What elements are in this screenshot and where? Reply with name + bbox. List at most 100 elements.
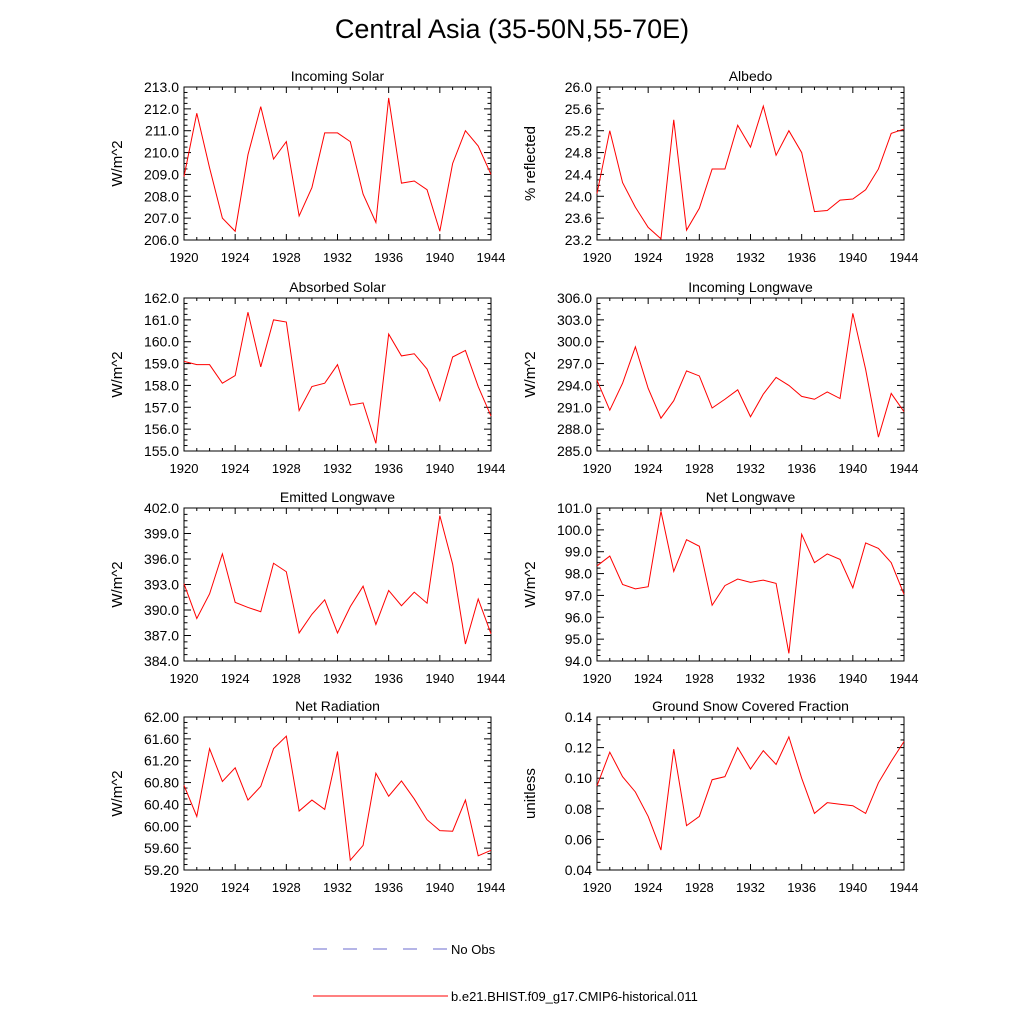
y-tick-label: 208.0	[144, 188, 179, 204]
y-tick-label: 210.0	[144, 145, 179, 161]
y-tick-label: 297.0	[557, 356, 592, 372]
y-tick-label: 101.0	[557, 500, 592, 516]
y-tick-label: 59.60	[144, 840, 179, 856]
x-tick-label: 1928	[685, 461, 714, 476]
x-tick-label: 1932	[323, 880, 352, 895]
x-tick-label: 1924	[221, 250, 250, 265]
panel-title: Net Radiation	[295, 698, 380, 714]
panel-frame	[596, 297, 905, 452]
y-tick-label: 212.0	[144, 101, 179, 117]
panel-title: Emitted Longwave	[280, 489, 395, 505]
panel-frame	[183, 86, 492, 241]
x-tick-label: 1932	[736, 880, 765, 895]
panel-frame	[596, 86, 905, 241]
y-tick-label: 24.0	[565, 188, 592, 204]
legend: No Obs b.e21.BHIST.f09_g17.CMIP6-historic…	[313, 942, 698, 1004]
y-tick-label: 59.20	[144, 862, 179, 878]
x-tick-label: 1928	[272, 250, 301, 265]
y-tick-label: 384.0	[144, 653, 179, 669]
panel-frame	[596, 507, 905, 662]
x-tick-label: 1924	[634, 461, 663, 476]
legend-obs-label: No Obs	[451, 942, 496, 957]
y-tick-label: 393.0	[144, 577, 179, 593]
x-tick-label: 1932	[323, 250, 352, 265]
y-tick-label: 396.0	[144, 551, 179, 567]
y-tick-label: 0.06	[565, 831, 592, 847]
y-tick-label: 291.0	[557, 399, 592, 415]
x-tick-label: 1944	[477, 880, 506, 895]
x-tick-label: 1944	[477, 250, 506, 265]
x-tick-label: 1936	[374, 880, 403, 895]
y-axis-label: W/m^2	[109, 351, 126, 397]
x-tick-label: 1928	[272, 671, 301, 686]
x-tick-label: 1940	[838, 461, 867, 476]
x-tick-label: 1920	[170, 461, 199, 476]
x-tick-label: 1924	[634, 250, 663, 265]
y-axis-label: W/m^2	[109, 770, 126, 816]
x-tick-label: 1920	[170, 671, 199, 686]
y-axis-label: W/m^2	[522, 351, 539, 397]
x-tick-label: 1944	[477, 671, 506, 686]
panel-albedo: Albedo % reflected 1920 1924 1928 1932 1936 194…	[522, 68, 918, 265]
panel-frame	[183, 716, 492, 871]
x-tick-label: 1940	[425, 880, 454, 895]
x-tick-label: 1924	[221, 461, 250, 476]
x-tick-label: 1924	[634, 671, 663, 686]
series-line	[596, 735, 905, 851]
series-line	[183, 515, 492, 645]
x-tick-label: 1932	[323, 461, 352, 476]
x-tick-label: 1936	[787, 671, 816, 686]
y-tick-label: 157.0	[144, 399, 179, 415]
y-tick-label: 159.0	[144, 356, 179, 372]
y-tick-label: 161.0	[144, 312, 179, 328]
y-tick-label: 160.0	[144, 334, 179, 350]
x-tick-label: 1928	[685, 671, 714, 686]
y-tick-label: 399.0	[144, 526, 179, 542]
y-tick-label: 60.80	[144, 775, 179, 791]
panel-title: Albedo	[729, 68, 773, 84]
y-tick-label: 162.0	[144, 290, 179, 306]
x-tick-label: 1920	[583, 461, 612, 476]
y-tick-label: 24.4	[565, 166, 592, 182]
y-tick-label: 387.0	[144, 628, 179, 644]
x-tick-label: 1940	[425, 461, 454, 476]
series-line	[183, 735, 492, 862]
panel-emitted-longwave: Emitted Longwave W/m^2 1920 1924 1928 1932 193…	[109, 489, 505, 686]
y-tick-label: 0.04	[565, 862, 592, 878]
series-line	[183, 97, 492, 233]
x-tick-label: 1920	[170, 880, 199, 895]
x-tick-label: 1940	[838, 250, 867, 265]
x-tick-label: 1928	[272, 880, 301, 895]
x-tick-label: 1932	[736, 461, 765, 476]
panel-incoming-solar: Incoming Solar W/m^2 1920 1924 1928 1932 1936 1…	[109, 68, 505, 265]
y-tick-label: 26.0	[565, 79, 592, 95]
panel-title: Absorbed Solar	[289, 279, 386, 295]
x-tick-label: 1936	[787, 250, 816, 265]
x-tick-label: 1920	[583, 880, 612, 895]
y-tick-label: 61.20	[144, 753, 179, 769]
x-tick-label: 1924	[221, 671, 250, 686]
y-tick-label: 294.0	[557, 377, 592, 393]
x-tick-label: 1936	[374, 461, 403, 476]
panel-frame	[183, 297, 492, 452]
y-tick-label: 209.0	[144, 166, 179, 182]
y-axis-label: unitless	[522, 768, 539, 819]
x-tick-label: 1940	[425, 671, 454, 686]
x-tick-label: 1932	[323, 671, 352, 686]
x-tick-label: 1932	[736, 250, 765, 265]
y-tick-label: 62.00	[144, 709, 179, 725]
y-axis-label: W/m^2	[522, 561, 539, 607]
x-tick-label: 1928	[685, 250, 714, 265]
y-tick-label: 213.0	[144, 79, 179, 95]
x-tick-label: 1940	[838, 880, 867, 895]
panel-absorbed-solar: Absorbed Solar W/m^2 1920 1924 1928 1932 1936 1…	[109, 279, 505, 476]
y-tick-label: 97.0	[565, 587, 592, 603]
y-tick-label: 60.00	[144, 818, 179, 834]
x-tick-label: 1920	[170, 250, 199, 265]
x-tick-label: 1940	[425, 250, 454, 265]
y-tick-label: 100.0	[557, 522, 592, 538]
x-tick-label: 1920	[583, 671, 612, 686]
y-tick-label: 0.10	[565, 770, 592, 786]
